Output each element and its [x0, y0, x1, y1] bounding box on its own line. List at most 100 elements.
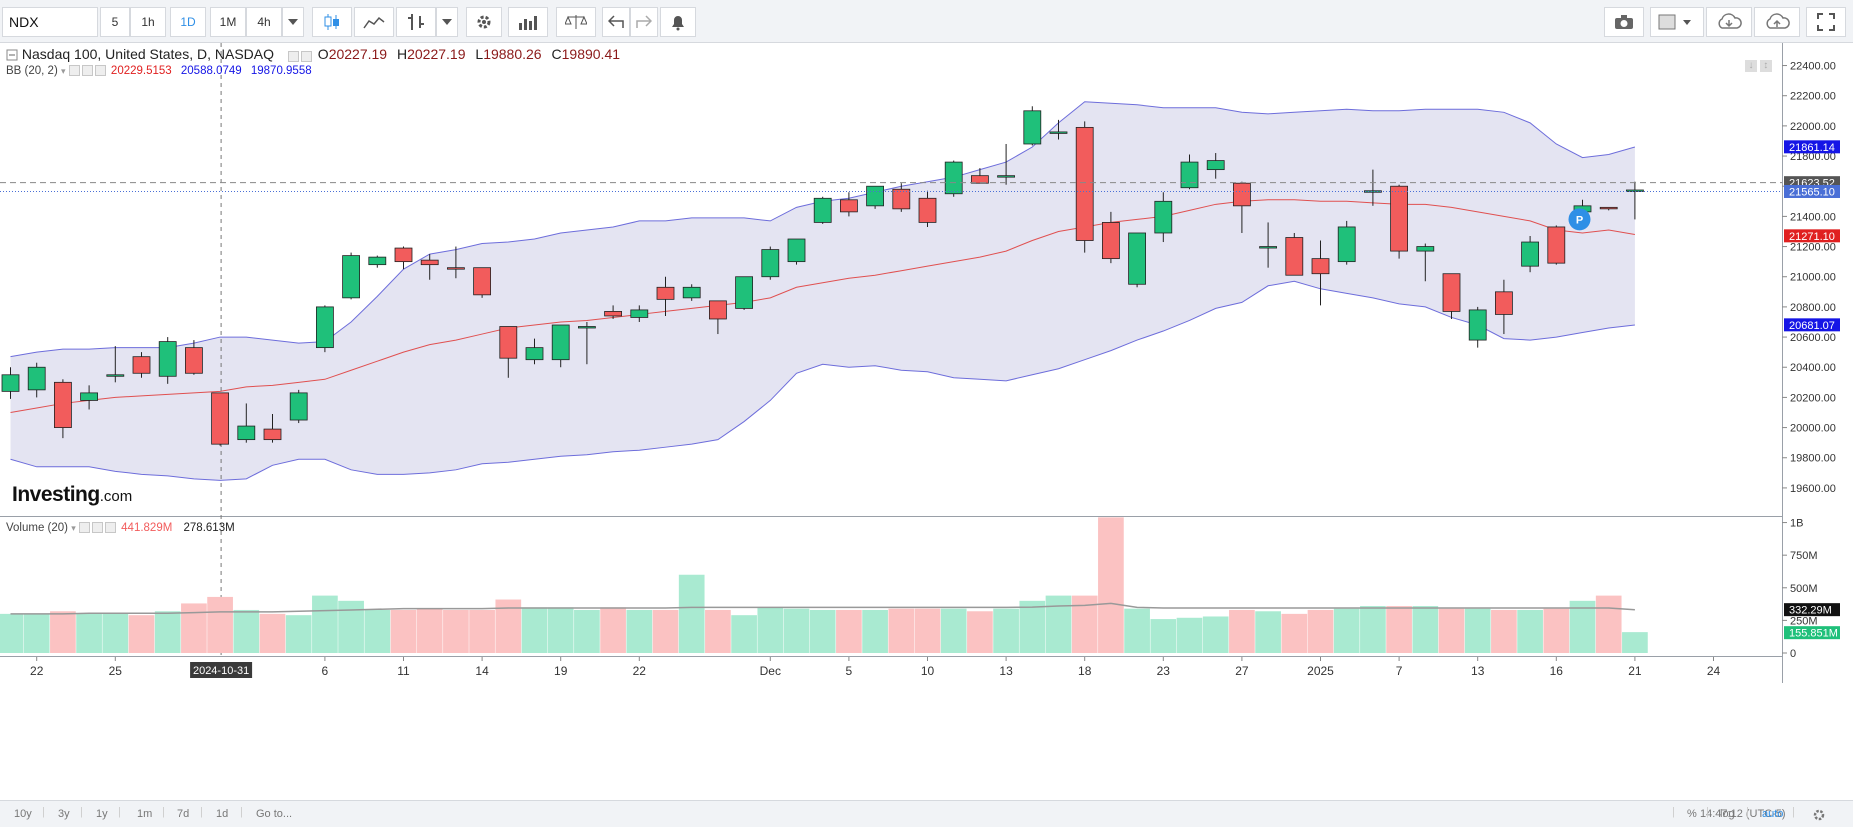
settings-button[interactable] — [466, 7, 502, 37]
indicators-button[interactable] — [354, 7, 394, 37]
interval-1m-button[interactable]: 1M — [210, 7, 246, 37]
volume-bar — [1019, 600, 1046, 653]
bb-middle-line — [10, 199, 1635, 413]
style-dropdown-button[interactable] — [436, 7, 458, 37]
volume-name: Volume (20) — [6, 522, 69, 535]
candle-down — [1547, 226, 1566, 264]
high-value: 20227.19 — [407, 46, 466, 62]
range-1y-button[interactable]: 1y — [96, 808, 108, 820]
volume-bar — [1202, 616, 1229, 653]
volume-bar — [1543, 608, 1570, 653]
pane-controls[interactable]: ↓ ↕ — [1745, 60, 1772, 72]
divider: | — [1706, 806, 1709, 818]
layout-button[interactable] — [1650, 7, 1704, 37]
chevron-down-icon[interactable]: ▾ — [71, 523, 76, 534]
investing-logo: Investing.com — [12, 483, 132, 507]
divider: | — [80, 806, 83, 818]
auto-scale-toggle[interactable]: auto — [1762, 808, 1784, 820]
range-7d-button[interactable]: 7d — [177, 808, 190, 820]
close-label: C — [551, 46, 562, 62]
volume-bar — [1255, 611, 1281, 653]
fullscreen-button[interactable] — [1806, 7, 1846, 37]
volume-bar — [1150, 619, 1177, 653]
log-scale-toggle[interactable]: log — [1720, 808, 1735, 820]
candle-down — [132, 356, 151, 374]
candle-up — [682, 286, 701, 299]
alert-button[interactable] — [660, 7, 696, 37]
volume-pane — [0, 517, 1648, 653]
volume-ma-value: 441.829M — [121, 522, 173, 535]
candle-down — [1599, 206, 1618, 210]
candles-style-button[interactable] — [312, 7, 352, 37]
percent-scale-toggle[interactable]: % — [1687, 808, 1697, 820]
collapse-icon[interactable] — [6, 49, 18, 61]
interval-4h-button[interactable]: 4h — [246, 7, 282, 37]
bb-mid-value: 20229.5153 — [110, 65, 172, 78]
price-badge-label: 21565.10 — [1789, 186, 1835, 198]
price-tick-label: 20000.00 — [1790, 423, 1836, 435]
intervals-dropdown-button[interactable] — [282, 7, 304, 37]
candle-up — [787, 238, 806, 263]
instrument-legend: Nasdaq 100, United States, D, NASDAQ O20… — [6, 46, 620, 63]
time-tick-label: 23 — [1157, 664, 1171, 678]
chart-canvas[interactable]: P 19600.00 19800.00 20000.00 20200.00 20400.… — [0, 43, 1853, 800]
candle-up — [551, 324, 570, 361]
volume-bar — [914, 608, 941, 653]
range-1d-button[interactable]: 1d — [216, 808, 229, 820]
interval-5-button[interactable]: 5 — [100, 7, 130, 37]
bb-name: BB (20, 2) — [6, 65, 58, 78]
price-tick-label: 19800.00 — [1790, 453, 1836, 465]
redo-icon — [636, 15, 652, 28]
volume-controls[interactable] — [78, 522, 118, 534]
volume-bar — [1333, 608, 1360, 653]
volume-bar — [1360, 606, 1386, 653]
candle-up — [1416, 246, 1435, 252]
range-3y-button[interactable]: 3y — [58, 808, 70, 820]
cloud-download-icon — [1718, 13, 1742, 29]
chart-dividers — [0, 43, 1783, 683]
candle-down — [918, 197, 937, 223]
price-tick-label: 19600.00 — [1790, 483, 1836, 495]
arrow-down-icon[interactable]: ↓ — [1745, 60, 1757, 72]
range-1m-button[interactable]: 1m — [137, 808, 153, 820]
redo-button[interactable] — [630, 7, 658, 37]
candle-down — [1285, 237, 1304, 276]
volume-bar — [443, 609, 469, 653]
time-tick-label: 21 — [1628, 664, 1642, 678]
divider: | — [162, 806, 165, 818]
volume-bar — [783, 608, 810, 653]
bollinger-band — [10, 101, 1636, 481]
interval-1d-button[interactable]: 1D — [170, 7, 206, 37]
save-chart-button[interactable] — [1754, 7, 1800, 37]
bb-controls[interactable] — [68, 65, 108, 77]
goto-button[interactable]: Go to... — [256, 808, 293, 820]
interval-1h-button[interactable]: 1h — [130, 7, 166, 37]
candle-up — [1259, 246, 1277, 249]
candle-down — [211, 392, 230, 445]
studies-button[interactable] — [508, 7, 548, 37]
price-badge — [1784, 318, 1840, 332]
symbol-input[interactable] — [2, 7, 98, 37]
low-label: L — [475, 46, 484, 62]
screenshot-button[interactable] — [1604, 7, 1644, 37]
compare-button[interactable] — [396, 7, 436, 37]
settings-button[interactable] — [1812, 808, 1826, 825]
camera-icon — [1615, 15, 1633, 29]
undo-icon — [608, 15, 624, 28]
compare-symbol-button[interactable] — [556, 7, 596, 37]
price-badge — [1784, 184, 1840, 198]
event-marker — [1568, 208, 1591, 231]
candle-down — [1102, 222, 1120, 260]
legend-controls[interactable] — [287, 47, 314, 63]
volume-bar — [312, 595, 338, 653]
undo-button[interactable] — [602, 7, 630, 37]
axes: 19600.00 19800.00 20000.00 20200.00 20400.00… — [30, 61, 1840, 678]
candle-down — [1442, 273, 1461, 312]
candle-down — [892, 188, 911, 210]
range-10y-button[interactable]: 10y — [14, 808, 32, 820]
chevron-down-icon[interactable]: ▾ — [60, 66, 66, 77]
load-chart-button[interactable] — [1706, 7, 1752, 37]
chart-area[interactable]: P 19600.00 19800.00 20000.00 20200.00 20400.… — [0, 43, 1853, 800]
arrow-up-icon[interactable]: ↕ — [1759, 60, 1772, 72]
candle-up — [944, 161, 963, 195]
